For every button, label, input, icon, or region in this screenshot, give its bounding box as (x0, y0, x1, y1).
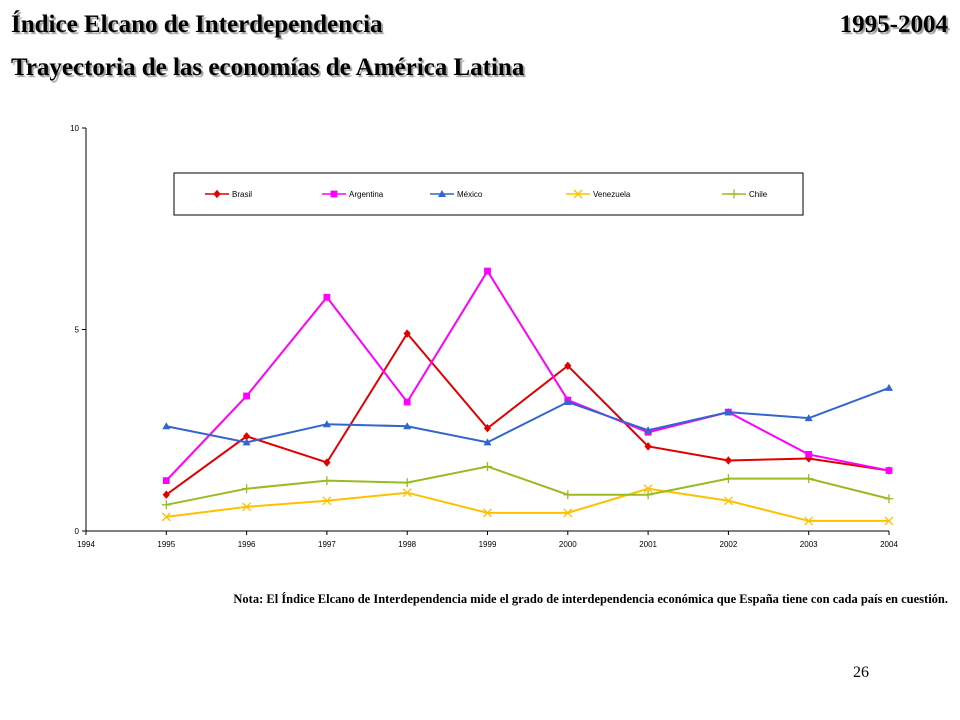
data-point (242, 502, 252, 512)
legend-item-chile: Chile (722, 189, 768, 199)
legend-marker (213, 189, 221, 199)
x-tick-label: 1996 (238, 540, 256, 549)
data-point (483, 424, 492, 433)
data-point (724, 408, 733, 416)
legend-label: Argentina (349, 190, 384, 199)
data-point (323, 293, 331, 301)
data-point (402, 488, 412, 498)
data-point (483, 462, 492, 472)
x-tick-label: 1999 (479, 540, 497, 549)
data-point (162, 490, 170, 499)
x-tick-label: 2002 (720, 540, 738, 549)
slide-title: Índice Elcano de Interdependencia (11, 11, 383, 38)
data-point (162, 422, 171, 430)
x-tick-label: 1994 (77, 540, 95, 549)
series-line (166, 465, 890, 506)
data-point (804, 474, 814, 484)
data-point (564, 361, 572, 370)
data-point (322, 476, 332, 486)
data-point (403, 422, 412, 430)
series-brasil (162, 329, 893, 499)
series-venezuela (161, 484, 894, 526)
data-point (161, 512, 171, 522)
data-point (484, 267, 491, 275)
series-argentina (162, 267, 893, 485)
slide-subtitle: Trayectoria de las economías de América … (11, 54, 525, 81)
legend-item-venezuela: Venezuela (566, 189, 631, 199)
series-line (166, 386, 890, 444)
data-point (563, 398, 572, 406)
y-tick-label: 10 (70, 124, 79, 133)
x-tick-label: 2000 (559, 540, 577, 549)
data-point (483, 508, 492, 518)
legend-label: Chile (749, 190, 768, 199)
data-point (483, 438, 492, 446)
footnote: Nota: El Índice Elcano de Interdependenc… (233, 592, 948, 606)
y-tick-label: 0 (75, 527, 80, 536)
data-point (723, 496, 733, 506)
legend-label: México (457, 190, 483, 199)
x-tick-label: 2003 (800, 540, 818, 549)
data-point (243, 392, 250, 400)
year-range: 1995-2004 (839, 11, 948, 38)
x-tick-label: 1995 (157, 540, 175, 549)
legend-box (173, 172, 804, 216)
data-point (403, 398, 411, 406)
x-tick-label: 2004 (880, 540, 898, 549)
data-point (884, 516, 894, 526)
data-point (644, 426, 653, 434)
data-point (804, 516, 814, 526)
data-point (242, 438, 251, 446)
legend-label: Venezuela (593, 190, 631, 199)
legend-marker (729, 189, 739, 199)
data-point (322, 420, 331, 428)
y-tick-label: 5 (75, 326, 80, 335)
data-point (403, 329, 411, 338)
legend-marker (438, 190, 446, 197)
data-point (885, 383, 893, 391)
series-line (165, 331, 890, 496)
data-point (242, 484, 252, 494)
legend-label: Brasil (232, 190, 252, 199)
data-point (885, 467, 893, 474)
data-point (723, 474, 733, 484)
x-tick-label: 2001 (639, 540, 657, 549)
legend-item-argentina: Argentina (322, 190, 384, 199)
line-chart: 0 5 10 1994 1995 1996 1997 1998 1999 2000 2001 2002… (70, 124, 898, 549)
legend: Brasil Argentina México Venezuela Chile (173, 172, 804, 216)
x-tick-label: 1997 (318, 540, 336, 549)
legend-item-mexico: México (430, 190, 483, 199)
data-point (643, 484, 653, 494)
x-tick-label: 1998 (398, 540, 416, 549)
data-point (563, 490, 573, 500)
data-point (884, 494, 894, 504)
legend-marker (330, 190, 338, 198)
page-number: 26 (853, 664, 869, 681)
legend-marker (573, 189, 583, 199)
data-point (243, 432, 251, 441)
data-point (805, 451, 813, 458)
series-line (166, 487, 889, 522)
data-point (724, 456, 732, 465)
data-point (402, 478, 412, 488)
data-point (804, 414, 813, 422)
data-point (161, 500, 171, 510)
data-point (322, 496, 332, 506)
data-point (563, 508, 573, 518)
data-point (644, 442, 652, 451)
series-mexico (162, 383, 893, 446)
data-point (162, 477, 170, 485)
data-point (643, 490, 653, 500)
legend-item-brasil: Brasil (205, 189, 252, 199)
series-chile (161, 462, 894, 510)
data-point (323, 458, 331, 467)
series-line (165, 269, 890, 482)
